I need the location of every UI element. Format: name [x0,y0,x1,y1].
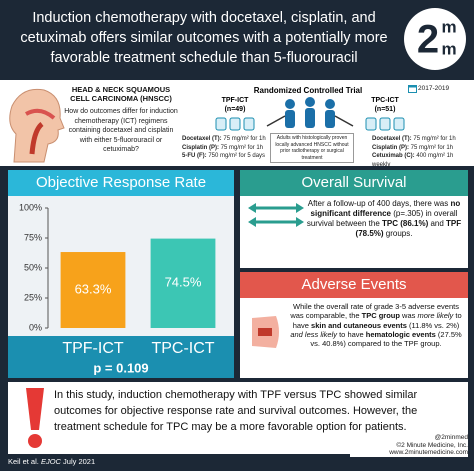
regimen-item: 5-FU (F): 750 mg/m² for 5 days [182,152,270,161]
trial-years: 2017-2019 [418,85,450,92]
regimen-list: Docetaxel (T): 75 mg/m² for 1h Cisplatin … [182,135,270,161]
logo: 2 m m [404,8,466,70]
x-tick-label: TPF-ICT [62,340,124,357]
x-tick-label: TPC-ICT [151,340,214,357]
text-run: TPC group [361,311,400,321]
header-title: Induction chemotherapy with docetaxel, c… [20,10,388,66]
handle: @2minmed [434,434,468,441]
citation: Keil et al. EJOC July 2021 [8,457,95,466]
dose: 75 mg/m² for 1h [413,136,456,142]
background-question: How do outcomes differ for induction che… [64,108,178,153]
annotation: p = 0.109 [93,360,148,375]
iv-bags [365,117,405,131]
text-run: to have [337,329,366,339]
drug: Docetaxel (T): [182,136,222,142]
text-run: and less likely [290,329,338,339]
orr-title: Objective Response Rate [8,170,234,196]
text-run: While the overall rate of grade 3-5 adve… [290,302,459,321]
regimen-item: Cisplatin (P): 75 mg/m² for 1h [182,144,270,153]
arm-name: TPF-ICT (n=49) [210,96,260,114]
dose: 750 mg/m² for 5 days [208,153,266,159]
arm-label: TPF-ICT [221,97,249,104]
y-tick-label: 0% [29,322,42,332]
arrows-icon [248,203,304,227]
text-run: more likely [417,311,454,321]
drug: Docetaxel (T): [372,136,412,142]
text-run: TPC (86.1%) [382,219,429,228]
y-tick-label: 50% [24,262,42,272]
regimen-item: Cisplatin (P): 75 mg/m² for 1h [372,144,472,153]
dose: 75 mg/m² for 1h [223,136,266,142]
logo-letter: m [441,39,456,58]
text-run: was [399,311,418,321]
text-run: Keil et al. [8,457,41,466]
arm-n: (n=49) [224,106,246,113]
logo-letter: m [441,17,456,36]
logo-circle [404,8,466,70]
drug: Cetuximab (C): [372,153,415,159]
head-illustration [9,88,65,163]
trial-population: Adults with histologically proven locall… [270,133,354,163]
credits: @2minmed ©2 Minute Medicine, Inc. www.2min… [350,434,468,457]
text-run: no significant difference [310,199,461,218]
skin-icon [252,316,279,348]
iv-bags [215,117,255,131]
text-run: groups. [383,229,413,238]
text-run: EJOC [40,457,61,466]
arm-name: TPC-ICT (n=51) [360,96,410,114]
text-run: After a follow-up of 400 days, there was [307,199,451,208]
regimen-list: Docetaxel (T): 75 mg/m² for 1h Cisplatin … [372,135,472,169]
text-run: (p=.305) in overall survival between the [306,209,458,228]
logo-digit: 2 [417,18,439,62]
dose: 75 mg/m² for 1h [410,144,454,151]
y-tick-label: 75% [24,232,42,242]
regimen-item: Docetaxel (T): 75 mg/m² for 1h [182,135,270,144]
bar [150,238,216,328]
y-tick-label: 25% [24,292,42,302]
regimen-item: Docetaxel (T): 75 mg/m² for 1h [372,135,472,144]
text-run: skin and cutaneous events [311,320,407,330]
ae-text: While the overall rate of grade 3-5 adve… [286,302,466,348]
y-tick-label: 100% [19,202,42,212]
regimen-item: Cetuximab (C): 400 mg/m² 1h weekly [372,152,472,169]
calendar-icon [408,85,417,93]
ae-title: Adverse Events [240,272,468,298]
arm-n: (n=51) [374,106,396,113]
text-run: to have [292,311,462,330]
dose: 75 mg/m² for 1h [220,144,264,151]
bar [60,252,126,328]
text-run: (27.5% vs. 40.8%) compared to the TPF gr… [310,329,462,349]
value-label: 63.3% [75,281,112,296]
value-label: 74.5% [165,275,202,290]
website: www.2minutemedicine.com [389,449,468,456]
text-run: and [428,219,447,228]
dose: 400 mg/m² 1h weekly [372,153,454,168]
text-run: hematologic events [365,329,436,339]
people-icon [266,97,354,128]
arm-label: TPC-ICT [371,97,399,104]
exclamation-icon [26,388,44,448]
drug: 5-FU (F): [182,153,207,159]
text-run: (11.8% vs. 2%) [406,320,460,330]
drug: Cisplatin (P): [372,144,409,151]
orr-chart: 0% 25% 50% 75% 100% TPF-ICT 63.3% TPC-ICT 74.5% p… [8,196,234,375]
os-title: Overall Survival [240,170,468,196]
drug: Cisplatin (P): [182,144,219,151]
text-run: July 2021 [60,457,96,466]
os-text: After a follow-up of 400 days, there was… [304,199,464,239]
background-heading: HEAD & NECK SQUAMOUS CELL CARCINOMA (HNS… [70,85,172,103]
conclusion-text: In this study, induction chemotherapy wi… [54,389,418,433]
trial-design: Randomized Controlled Trial [253,86,363,95]
text-run: TPF (78.5%) [355,219,462,238]
copyright: ©2 Minute Medicine, Inc. [396,441,468,449]
